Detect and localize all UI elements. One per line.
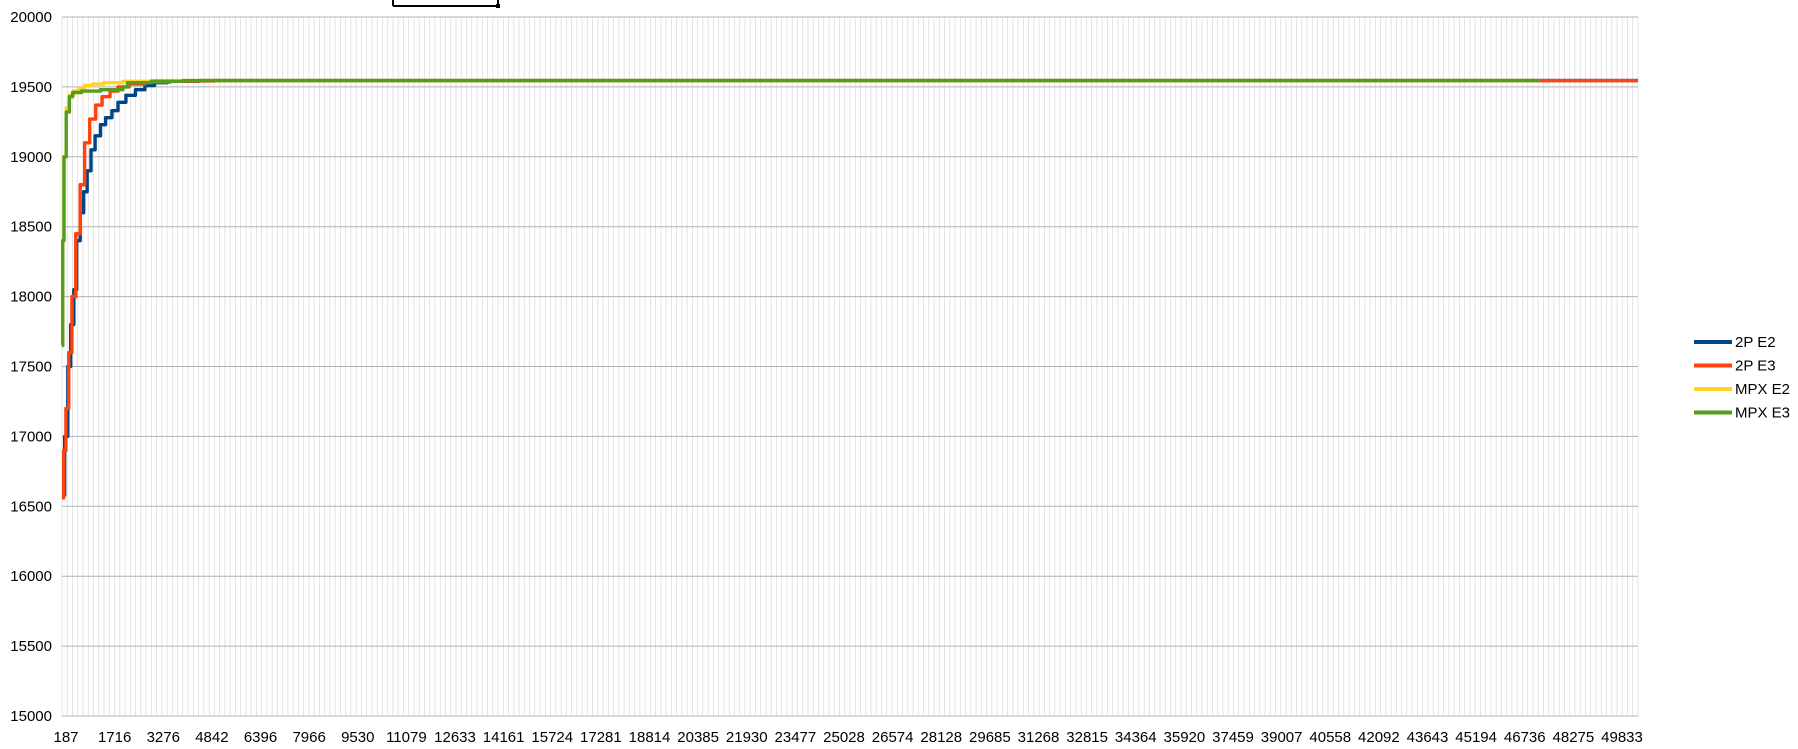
x-tick-label: 21930 (726, 729, 768, 746)
y-tick-label: 15500 (10, 638, 52, 655)
y-tick-label: 17000 (10, 428, 52, 445)
x-tick-label: 31268 (1018, 729, 1060, 746)
x-tick-label: 48275 (1553, 729, 1595, 746)
x-tick-label: 34364 (1115, 729, 1157, 746)
y-tick-label: 17500 (10, 359, 52, 376)
series-lines (61, 78, 1638, 500)
x-tick-label: 3276 (147, 729, 180, 746)
x-tick-label: 4842 (195, 729, 228, 746)
x-axis-tick-labels: 187 1716 3276 4842 6396 7966 9530 11079 12633 141… (53, 729, 1642, 746)
y-tick-label: 19500 (10, 79, 52, 96)
x-tick-label: 42092 (1358, 729, 1400, 746)
x-tick-label: 35920 (1164, 729, 1206, 746)
x-tick-label: 32815 (1066, 729, 1108, 746)
x-tick-label: 14161 (483, 729, 525, 746)
x-tick-label: 40558 (1309, 729, 1351, 746)
x-tick-label: 20385 (677, 729, 719, 746)
x-tick-label: 7966 (292, 729, 325, 746)
series-line-mpx-e3 (61, 78, 1540, 348)
y-tick-label: 16000 (10, 568, 52, 585)
x-tick-label: 1716 (98, 729, 131, 746)
y-tick-label: 18500 (10, 219, 52, 236)
y-tick-label: 18000 (10, 289, 52, 306)
x-tick-label: 45194 (1455, 729, 1497, 746)
x-tick-label: 25028 (823, 729, 865, 746)
y-tick-label: 15000 (10, 708, 52, 725)
x-tick-label: 18814 (629, 729, 671, 746)
x-tick-label: 43643 (1407, 729, 1449, 746)
legend: 2P E2 2P E3 MPX E2 MPX E3 (1694, 334, 1790, 422)
y-tick-label: 19000 (10, 149, 52, 166)
y-tick-label: 16500 (10, 498, 52, 515)
y-axis-tick-labels: 15000 15500 16000 16500 17000 17500 18000 18500… (10, 9, 52, 725)
legend-label: MPX E3 (1735, 405, 1790, 422)
x-tick-label: 29685 (969, 729, 1011, 746)
legend-label: 2P E2 (1735, 334, 1776, 351)
x-tick-label: 23477 (775, 729, 817, 746)
series-line-mpx-e2 (61, 78, 1540, 348)
grid-lines (61, 16, 1639, 717)
x-tick-label: 49833 (1601, 729, 1643, 746)
x-tick-label: 187 (53, 729, 78, 746)
x-tick-label: 28128 (920, 729, 962, 746)
x-tick-label: 6396 (244, 729, 277, 746)
x-tick-label: 46736 (1504, 729, 1546, 746)
x-tick-label: 12633 (434, 729, 476, 746)
x-tick-label: 9530 (341, 729, 374, 746)
x-tick-label: 17281 (580, 729, 622, 746)
y-tick-label: 20000 (10, 9, 52, 26)
selection-handle-box[interactable] (392, 0, 500, 8)
legend-label: MPX E2 (1735, 381, 1790, 398)
x-tick-label: 39007 (1261, 729, 1303, 746)
x-tick-label: 26574 (872, 729, 914, 746)
x-tick-label: 15724 (531, 729, 573, 746)
legend-label: 2P E3 (1735, 358, 1776, 375)
x-tick-label: 11079 (386, 729, 427, 746)
x-tick-label: 37459 (1212, 729, 1254, 746)
